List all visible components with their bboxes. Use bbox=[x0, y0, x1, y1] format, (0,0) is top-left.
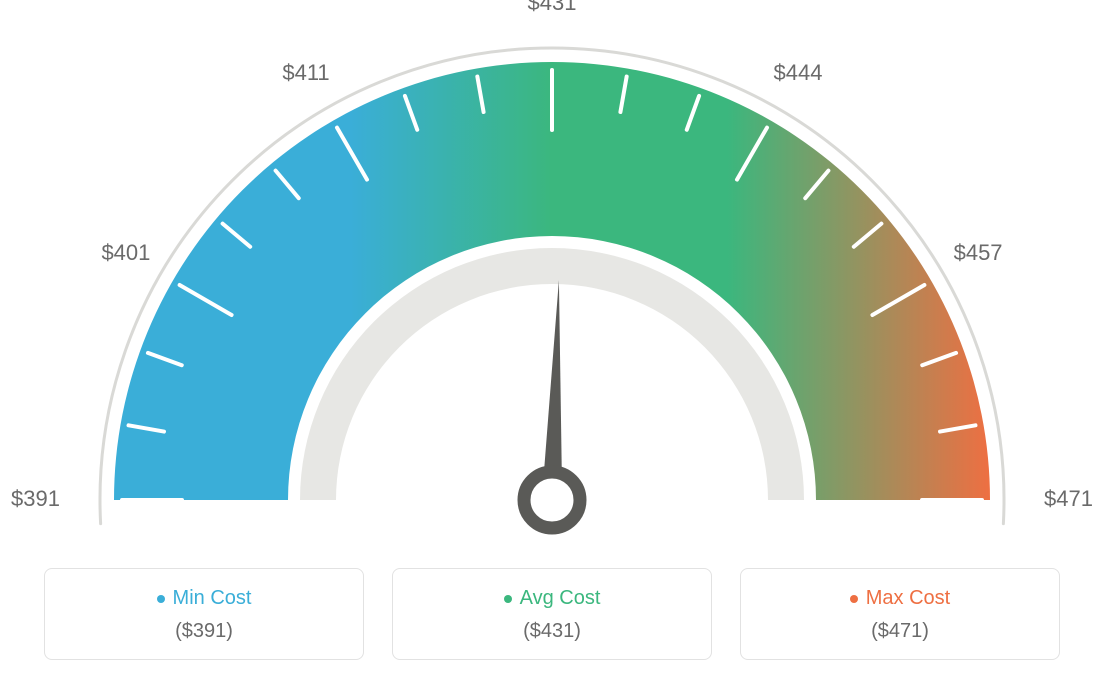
legend-card-max: Max Cost ($471) bbox=[740, 568, 1060, 660]
legend-value: ($391) bbox=[55, 620, 353, 643]
legend-value: ($471) bbox=[751, 620, 1049, 643]
dot-icon bbox=[157, 595, 165, 603]
tick-label: $431 bbox=[528, 0, 577, 15]
tick-label: $411 bbox=[282, 60, 329, 85]
tick-label: $471 bbox=[1044, 486, 1093, 511]
legend-label: Min Cost bbox=[173, 587, 252, 610]
legend-row: Min Cost ($391) Avg Cost ($431) Max Cost… bbox=[0, 568, 1104, 660]
dot-icon bbox=[504, 595, 512, 603]
legend-label: Max Cost bbox=[866, 587, 950, 610]
needle bbox=[544, 280, 562, 474]
dot-icon bbox=[850, 595, 858, 603]
tick-label: $391 bbox=[11, 486, 60, 511]
legend-title-avg: Avg Cost bbox=[504, 587, 601, 610]
tick-label: $444 bbox=[774, 60, 823, 85]
gauge-svg: $391 $401 $411 $431 $444 $457 $471 bbox=[0, 0, 1104, 560]
legend-title-max: Max Cost bbox=[850, 587, 950, 610]
legend-value: ($431) bbox=[403, 620, 701, 643]
gauge-chart: $391 $401 $411 $431 $444 $457 $471 bbox=[0, 0, 1104, 560]
legend-card-min: Min Cost ($391) bbox=[44, 568, 364, 660]
tick-label: $457 bbox=[954, 240, 1003, 265]
legend-card-avg: Avg Cost ($431) bbox=[392, 568, 712, 660]
legend-title-min: Min Cost bbox=[157, 587, 252, 610]
tick-label: $401 bbox=[101, 240, 150, 265]
needle-hub bbox=[524, 472, 580, 528]
legend-label: Avg Cost bbox=[520, 587, 601, 610]
